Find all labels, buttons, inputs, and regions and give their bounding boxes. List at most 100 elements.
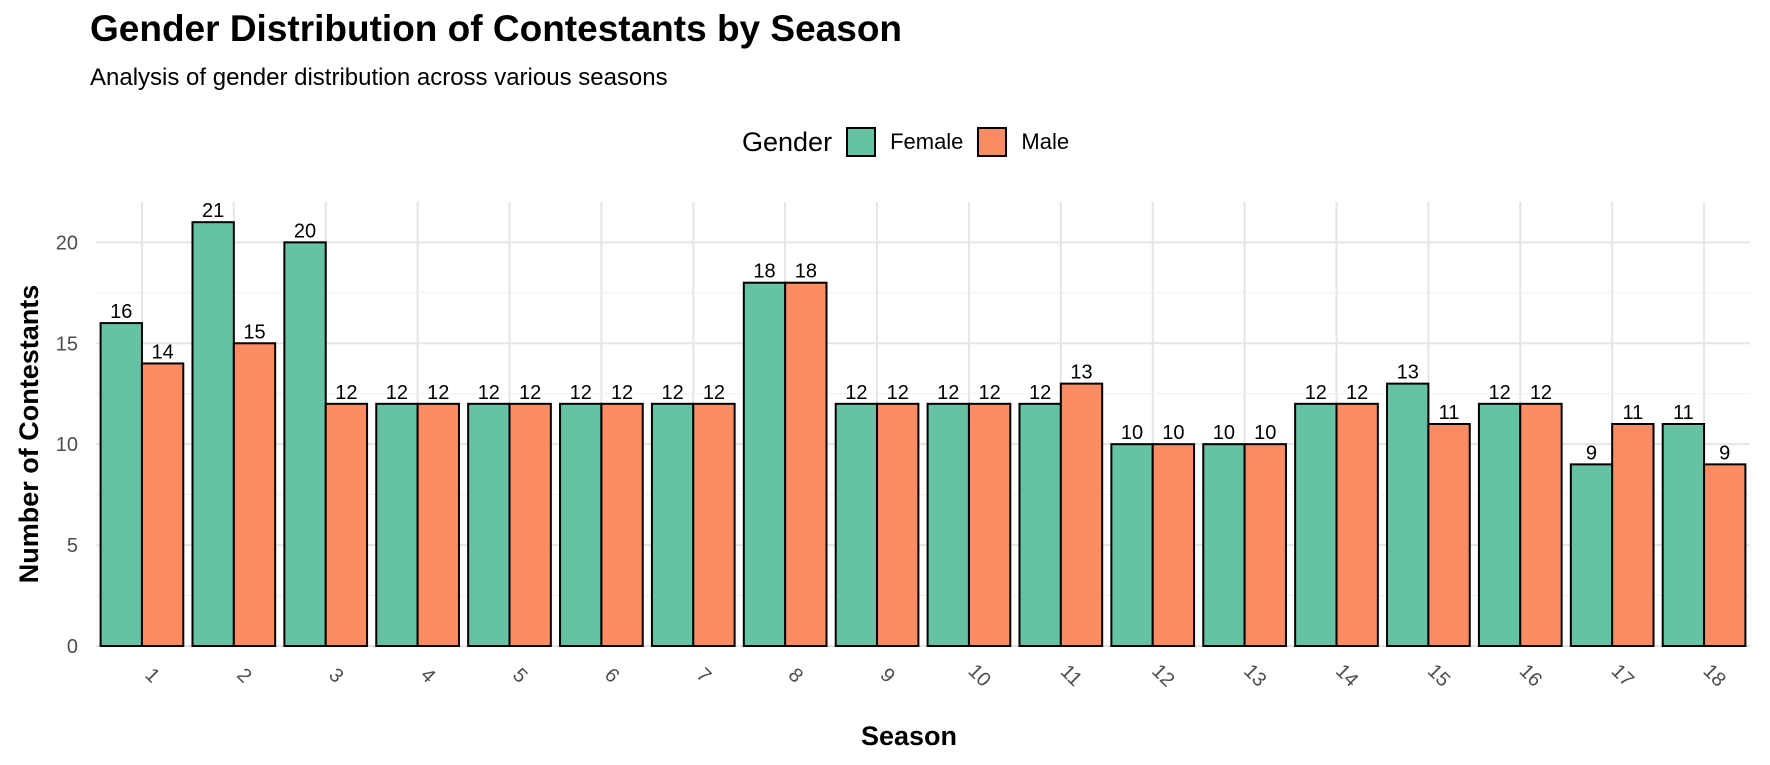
chart-subtitle: Analysis of gender distribution across v…: [90, 64, 668, 91]
x-tick-label: 5: [508, 664, 531, 687]
bar-male: [1611, 423, 1655, 647]
bar-female: [467, 402, 511, 647]
bar-male: [1335, 402, 1379, 647]
data-label: 12: [611, 382, 633, 404]
bar-female: [1386, 382, 1430, 647]
bar-female: [1018, 402, 1062, 647]
bar-female: [1569, 463, 1614, 648]
x-tick-label: 12: [1147, 660, 1178, 691]
data-label: 13: [1070, 362, 1092, 384]
bar-female: [283, 241, 327, 647]
bar-female: [742, 281, 787, 647]
bar-female: [559, 402, 603, 647]
bar-female: [1202, 443, 1246, 647]
data-label: 12: [335, 382, 357, 404]
y-tick-label: 0: [67, 636, 78, 658]
x-tick-label: 8: [784, 664, 807, 687]
legend-label-male: Male: [1021, 129, 1070, 154]
data-label: 12: [386, 382, 408, 404]
x-tick-label: 6: [600, 664, 623, 687]
x-tick-label: 15: [1423, 660, 1454, 691]
data-label: 11: [1439, 402, 1460, 424]
bar-male: [692, 402, 736, 647]
bar-male: [1519, 402, 1563, 647]
data-label: 10: [1254, 422, 1276, 444]
data-label: 12: [845, 382, 867, 404]
x-tick-label: 1: [140, 664, 163, 687]
bar-female: [191, 221, 235, 647]
bar-female: [1661, 423, 1706, 647]
data-label: 12: [1029, 382, 1051, 404]
x-tick-label: 13: [1239, 660, 1270, 691]
bar-female: [1294, 402, 1338, 647]
legend-item-female: Female: [846, 127, 963, 157]
x-tick-label: 16: [1515, 660, 1546, 691]
x-axis-title: Season: [861, 721, 957, 751]
bar-female: [834, 402, 879, 647]
data-label: 12: [887, 382, 909, 404]
data-label: 12: [978, 382, 1000, 404]
y-tick-label: 5: [67, 535, 78, 557]
legend-item-male: Male: [977, 127, 1069, 157]
bar-male: [1703, 463, 1747, 648]
y-tick-label: 15: [56, 333, 78, 355]
x-tick-label: 11: [1056, 661, 1086, 691]
data-label: 12: [1305, 382, 1327, 404]
bar-male: [416, 402, 460, 647]
data-label: 12: [661, 382, 683, 404]
x-tick-label: 18: [1699, 660, 1730, 691]
bar-female: [375, 402, 419, 647]
chart-title: Gender Distribution of Contestants by Se…: [90, 8, 903, 49]
legend-label-female: Female: [890, 129, 964, 154]
data-label: 12: [1530, 382, 1552, 404]
legend: Gender Female Male: [742, 124, 1083, 160]
x-tick-label: 10: [964, 660, 995, 691]
bar-male: [1059, 382, 1104, 647]
x-tick-label: 7: [692, 664, 715, 687]
data-label: 11: [1622, 402, 1643, 424]
legend-title: Gender: [742, 126, 833, 157]
x-tick-label: 17: [1607, 660, 1638, 691]
bar-male: [876, 402, 920, 647]
data-label: 12: [703, 382, 725, 404]
data-label: 16: [110, 301, 132, 323]
y-axis-title: Number of Contestants: [14, 285, 44, 584]
data-label: 11: [1673, 402, 1694, 424]
data-label: 9: [1719, 442, 1730, 464]
data-label: 12: [519, 382, 541, 404]
x-tick-label: 3: [324, 664, 347, 687]
bar-female: [99, 322, 143, 647]
data-label: 10: [1121, 422, 1143, 444]
data-label: 20: [294, 220, 316, 242]
data-label: 12: [570, 382, 592, 404]
bar-male: [1151, 443, 1196, 647]
data-label: 21: [202, 200, 224, 222]
data-label: 18: [753, 261, 775, 283]
data-label: 10: [1162, 422, 1184, 444]
data-label: 15: [243, 321, 265, 343]
legend-key-male: [977, 127, 1008, 157]
bar-male: [784, 281, 828, 647]
x-tick-label: 2: [232, 664, 255, 687]
bar-female: [1110, 443, 1154, 647]
bar-male: [324, 402, 369, 647]
y-tick-label: 20: [56, 232, 78, 254]
data-label: 12: [427, 382, 449, 404]
data-label: 12: [478, 382, 500, 404]
bar-female: [926, 402, 970, 647]
data-label: 10: [1213, 422, 1235, 444]
bar-male: [600, 402, 644, 647]
data-label: 12: [1488, 382, 1510, 404]
data-label: 9: [1586, 442, 1597, 464]
bar-male: [508, 402, 552, 647]
data-label: 18: [795, 261, 817, 283]
x-tick-label: 14: [1331, 660, 1362, 691]
x-tick-label: 4: [416, 664, 439, 687]
data-label: 12: [937, 382, 959, 404]
bar-male: [967, 402, 1012, 647]
bar-female: [650, 402, 695, 647]
x-tick-label: 9: [876, 664, 899, 687]
y-tick-label: 10: [56, 434, 78, 456]
data-label: 13: [1397, 362, 1419, 384]
